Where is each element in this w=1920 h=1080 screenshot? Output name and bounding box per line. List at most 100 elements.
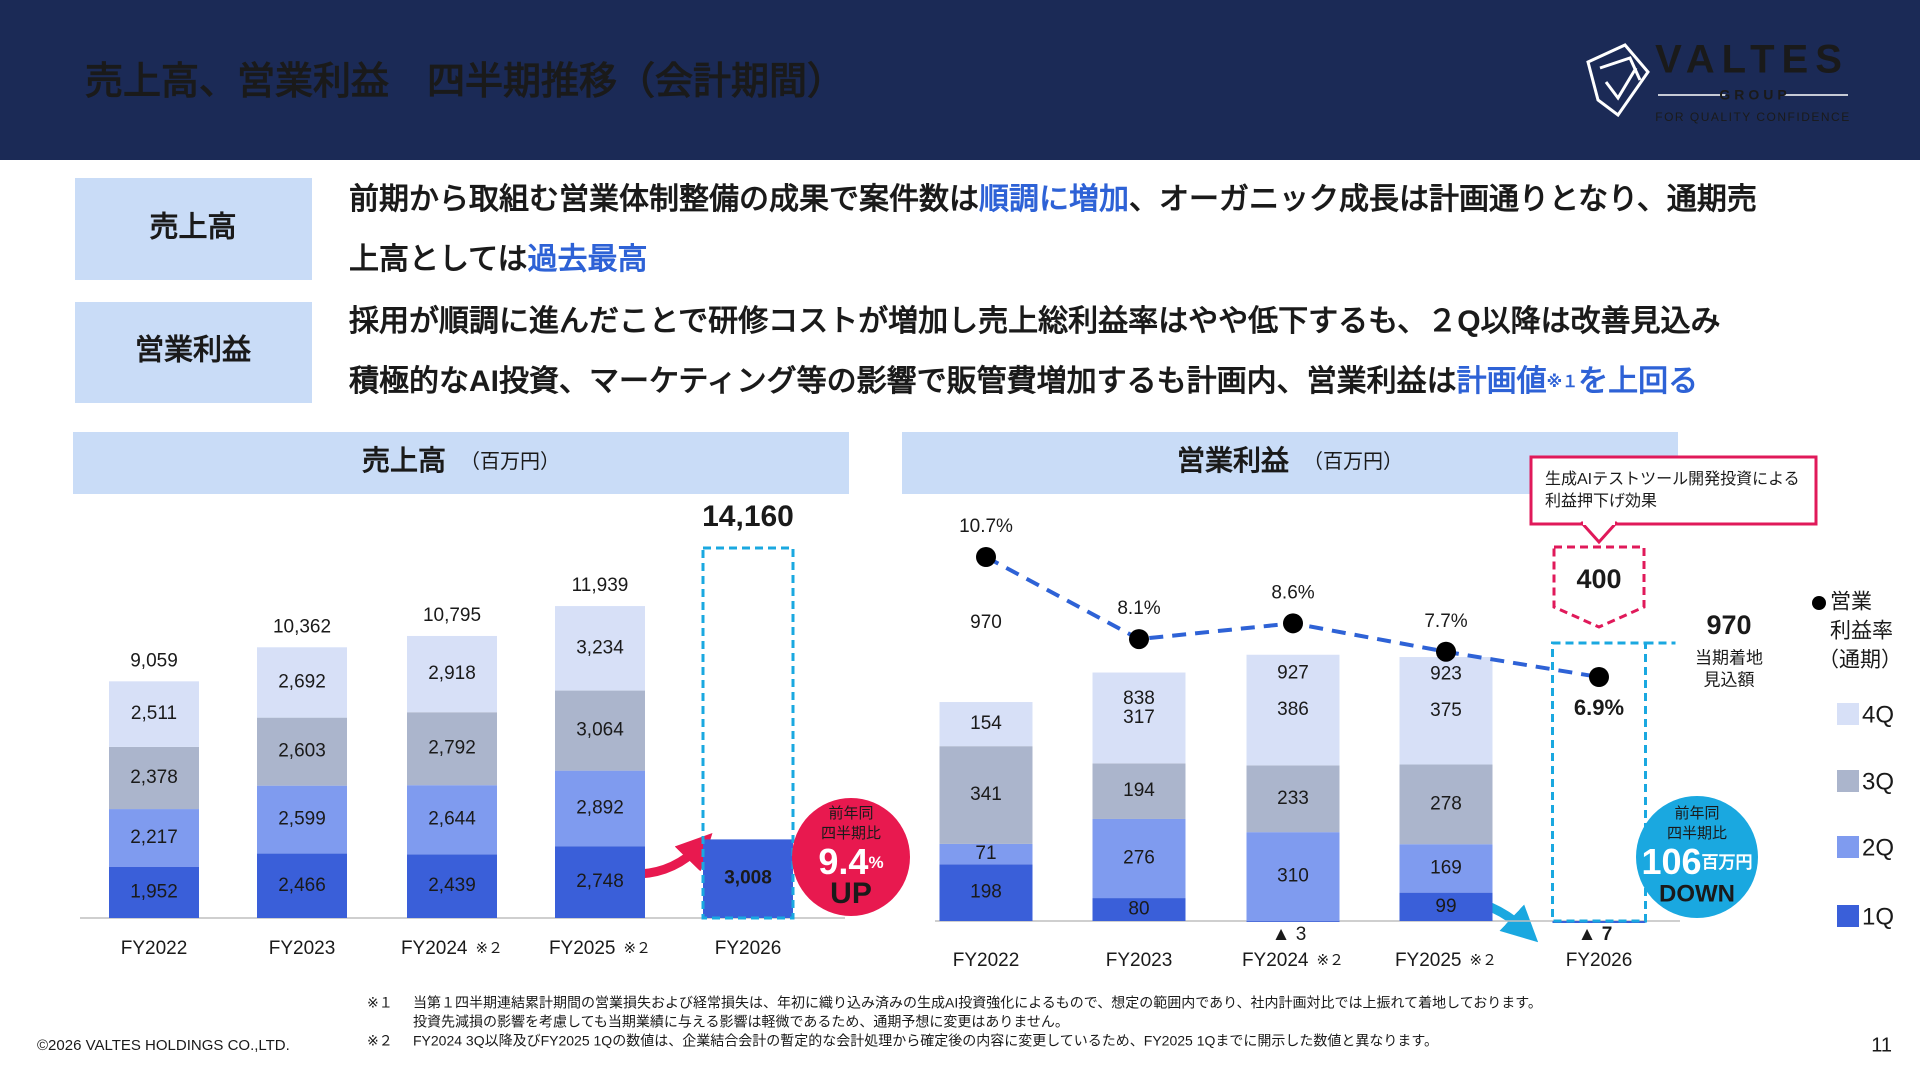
summary-text: 前期から取組む営業体制整備の成果で案件数は — [349, 183, 979, 216]
bar-segment — [1246, 654, 1340, 766]
badge-value: 9.4% — [818, 841, 883, 882]
forecast-note: 当期着地 — [1695, 648, 1763, 667]
bar-segment — [1092, 818, 1186, 899]
margin-marker — [1283, 613, 1303, 634]
bar-segment — [407, 854, 497, 918]
data-label: 2,217 — [130, 827, 178, 848]
highlight-text: 過去最高 — [528, 243, 648, 276]
legend-label: 4Q — [1862, 701, 1894, 728]
data-label: 71 — [975, 843, 996, 864]
data-label: 3,008 — [724, 868, 772, 889]
x-tick-label: FY2025 ※２ — [549, 938, 651, 959]
forecast-box — [1551, 641, 1647, 923]
margin-label: 8.6% — [1271, 582, 1314, 603]
bar-segment — [939, 702, 1033, 747]
bar-segment — [109, 681, 199, 747]
category-name: FY2024 — [401, 938, 468, 959]
chart-title: 営業利益 （百万円） — [1177, 445, 1403, 476]
callout-text: 生成AIテストツール開発投資による — [1545, 470, 1800, 488]
bar-segment — [555, 846, 645, 918]
category-note: ※２ — [623, 940, 651, 957]
total-label: 838 — [1123, 688, 1155, 709]
bar-segment — [1399, 657, 1493, 765]
bar-segment — [257, 853, 347, 918]
legend-swatch — [1837, 905, 1859, 927]
data-label: 169 — [1430, 857, 1462, 878]
margin-label: 7.7% — [1424, 611, 1467, 632]
badge — [792, 798, 910, 916]
logo-tagline: FOR QUALITY CONFIDENCE — [1655, 110, 1850, 124]
margin-label: 8.1% — [1117, 598, 1160, 619]
data-label: 276 — [1123, 848, 1155, 869]
total-label: 9,059 — [130, 650, 178, 671]
data-label: 1,952 — [130, 882, 178, 903]
category-name: FY2024 — [1242, 950, 1309, 971]
header-band — [0, 0, 1920, 160]
bar-segment — [703, 839, 793, 918]
margin-marker — [976, 547, 996, 567]
category-name: FY2026 — [715, 938, 782, 959]
bar-segment — [1246, 832, 1340, 921]
margin-label: 6.9% — [1574, 695, 1624, 720]
badge-unit: 百万円 — [1702, 853, 1753, 872]
highlight-text: 順調に増加 — [979, 183, 1129, 216]
total-label: 10,362 — [273, 616, 331, 637]
data-label: 233 — [1277, 788, 1309, 809]
footnote-mark: ※１ — [367, 995, 393, 1011]
category-name: FY2025 — [549, 938, 616, 959]
bar-segment — [1246, 765, 1340, 833]
badge-direction: UP — [830, 877, 872, 910]
callout-pointer — [1579, 520, 1619, 545]
data-label: 3,234 — [576, 637, 624, 658]
bar-segment — [257, 717, 347, 786]
page-title: 売上高、営業利益 四半期推移（会計期間） — [85, 61, 845, 103]
logo-icon — [1586, 43, 1650, 118]
margin-marker — [1436, 641, 1456, 662]
category-note: ※２ — [1469, 952, 1497, 969]
bar-segment — [407, 785, 497, 855]
highlight-text: ※１ — [1547, 373, 1579, 391]
data-label: 2,511 — [131, 703, 177, 724]
bar-segment — [407, 635, 497, 713]
forecast-box — [701, 546, 795, 920]
x-tick-label: FY2022 — [953, 950, 1020, 971]
category-note: ※２ — [475, 940, 503, 957]
chart-unit: （百万円） — [1303, 450, 1403, 473]
badge-text: 四半期比 — [821, 825, 881, 842]
x-tick-label: FY2024 ※２ — [1242, 950, 1344, 971]
callout-text: 利益押下げ効果 — [1545, 492, 1657, 510]
summary-label: 営業利益 — [135, 333, 252, 367]
data-label: 386 — [1277, 699, 1309, 720]
legend-label: 1Q — [1862, 903, 1894, 930]
bar-segment — [109, 809, 199, 867]
summary-text: 、オーガニック成長は計画通りとなり、通期売 — [1129, 183, 1757, 216]
data-label: 2,792 — [428, 738, 476, 759]
legend-marker — [1812, 596, 1826, 610]
x-tick-label: FY2023 — [269, 938, 336, 959]
forecast-note: 見込額 — [1704, 670, 1755, 689]
data-label: 278 — [1430, 793, 1462, 814]
badge-unit: % — [868, 853, 883, 872]
data-label: 2,692 — [278, 671, 326, 692]
legend-label: 営業 — [1830, 591, 1872, 614]
highlight-text: 計画値 — [1457, 365, 1547, 398]
data-label: 310 — [1277, 866, 1309, 887]
total-label: 970 — [970, 612, 1002, 633]
total-label: 14,160 — [702, 500, 794, 533]
summary-text: 積極的なAI投資、マーケティング等の影響で販管費増加するも計画内、営業利益は — [349, 364, 1457, 398]
data-label: 2,599 — [278, 809, 326, 830]
data-label: ▲ 7 — [1578, 924, 1613, 945]
page-number: 11 — [1871, 1034, 1892, 1056]
legend-label: （通期） — [1818, 649, 1902, 672]
data-label: 2,378 — [130, 767, 178, 788]
category-name: FY2025 — [1395, 950, 1462, 971]
data-label: 3,064 — [576, 720, 624, 741]
data-label: 2,892 — [576, 797, 624, 818]
summary-text: 上高としては — [349, 243, 528, 276]
x-tick-label: FY2025 ※２ — [1395, 950, 1497, 971]
category-name: FY2023 — [269, 938, 336, 959]
bar-segment — [939, 746, 1033, 844]
total-label: 927 — [1277, 662, 1309, 683]
bar-segment — [1092, 672, 1186, 764]
callout-value: 400 — [1576, 564, 1621, 594]
